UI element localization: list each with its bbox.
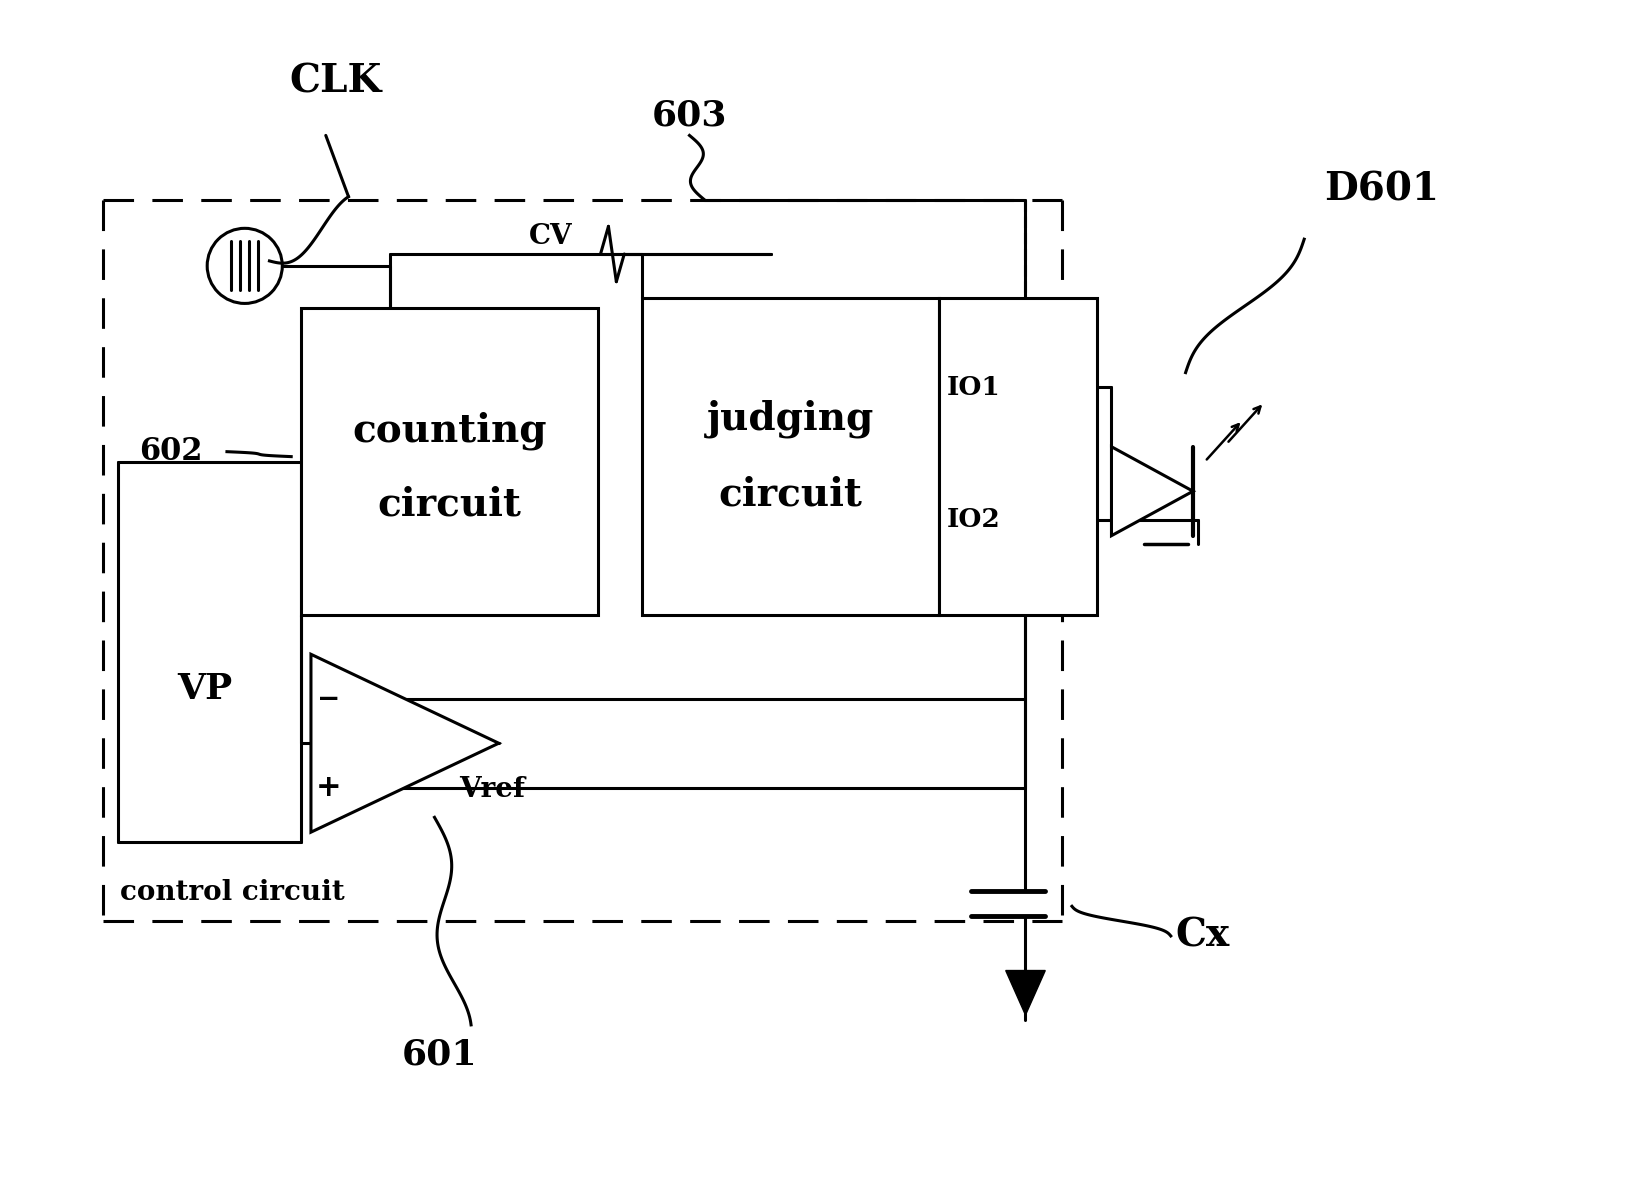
Text: Vref: Vref <box>459 776 526 803</box>
Text: judging: judging <box>707 400 874 438</box>
Text: +: + <box>316 773 342 802</box>
Text: circuit: circuit <box>718 476 863 514</box>
Bar <box>301 308 597 614</box>
Polygon shape <box>311 655 498 833</box>
Polygon shape <box>1006 970 1045 1015</box>
Text: 603: 603 <box>651 98 728 133</box>
Text: control circuit: control circuit <box>120 879 345 906</box>
Bar <box>938 299 1097 614</box>
Text: Cx: Cx <box>1175 917 1231 955</box>
Text: circuit: circuit <box>378 485 521 523</box>
Text: CV: CV <box>529 223 573 250</box>
Text: IO1: IO1 <box>946 375 1000 400</box>
Text: 602: 602 <box>138 436 202 467</box>
Text: 601: 601 <box>402 1038 477 1071</box>
Text: VP: VP <box>177 671 233 706</box>
Bar <box>641 299 938 614</box>
Text: −: − <box>317 684 340 713</box>
Text: CLK: CLK <box>290 62 383 100</box>
Text: D601: D601 <box>1324 171 1439 209</box>
Text: IO2: IO2 <box>946 508 1000 533</box>
Polygon shape <box>1112 447 1193 536</box>
Text: counting: counting <box>352 412 547 451</box>
